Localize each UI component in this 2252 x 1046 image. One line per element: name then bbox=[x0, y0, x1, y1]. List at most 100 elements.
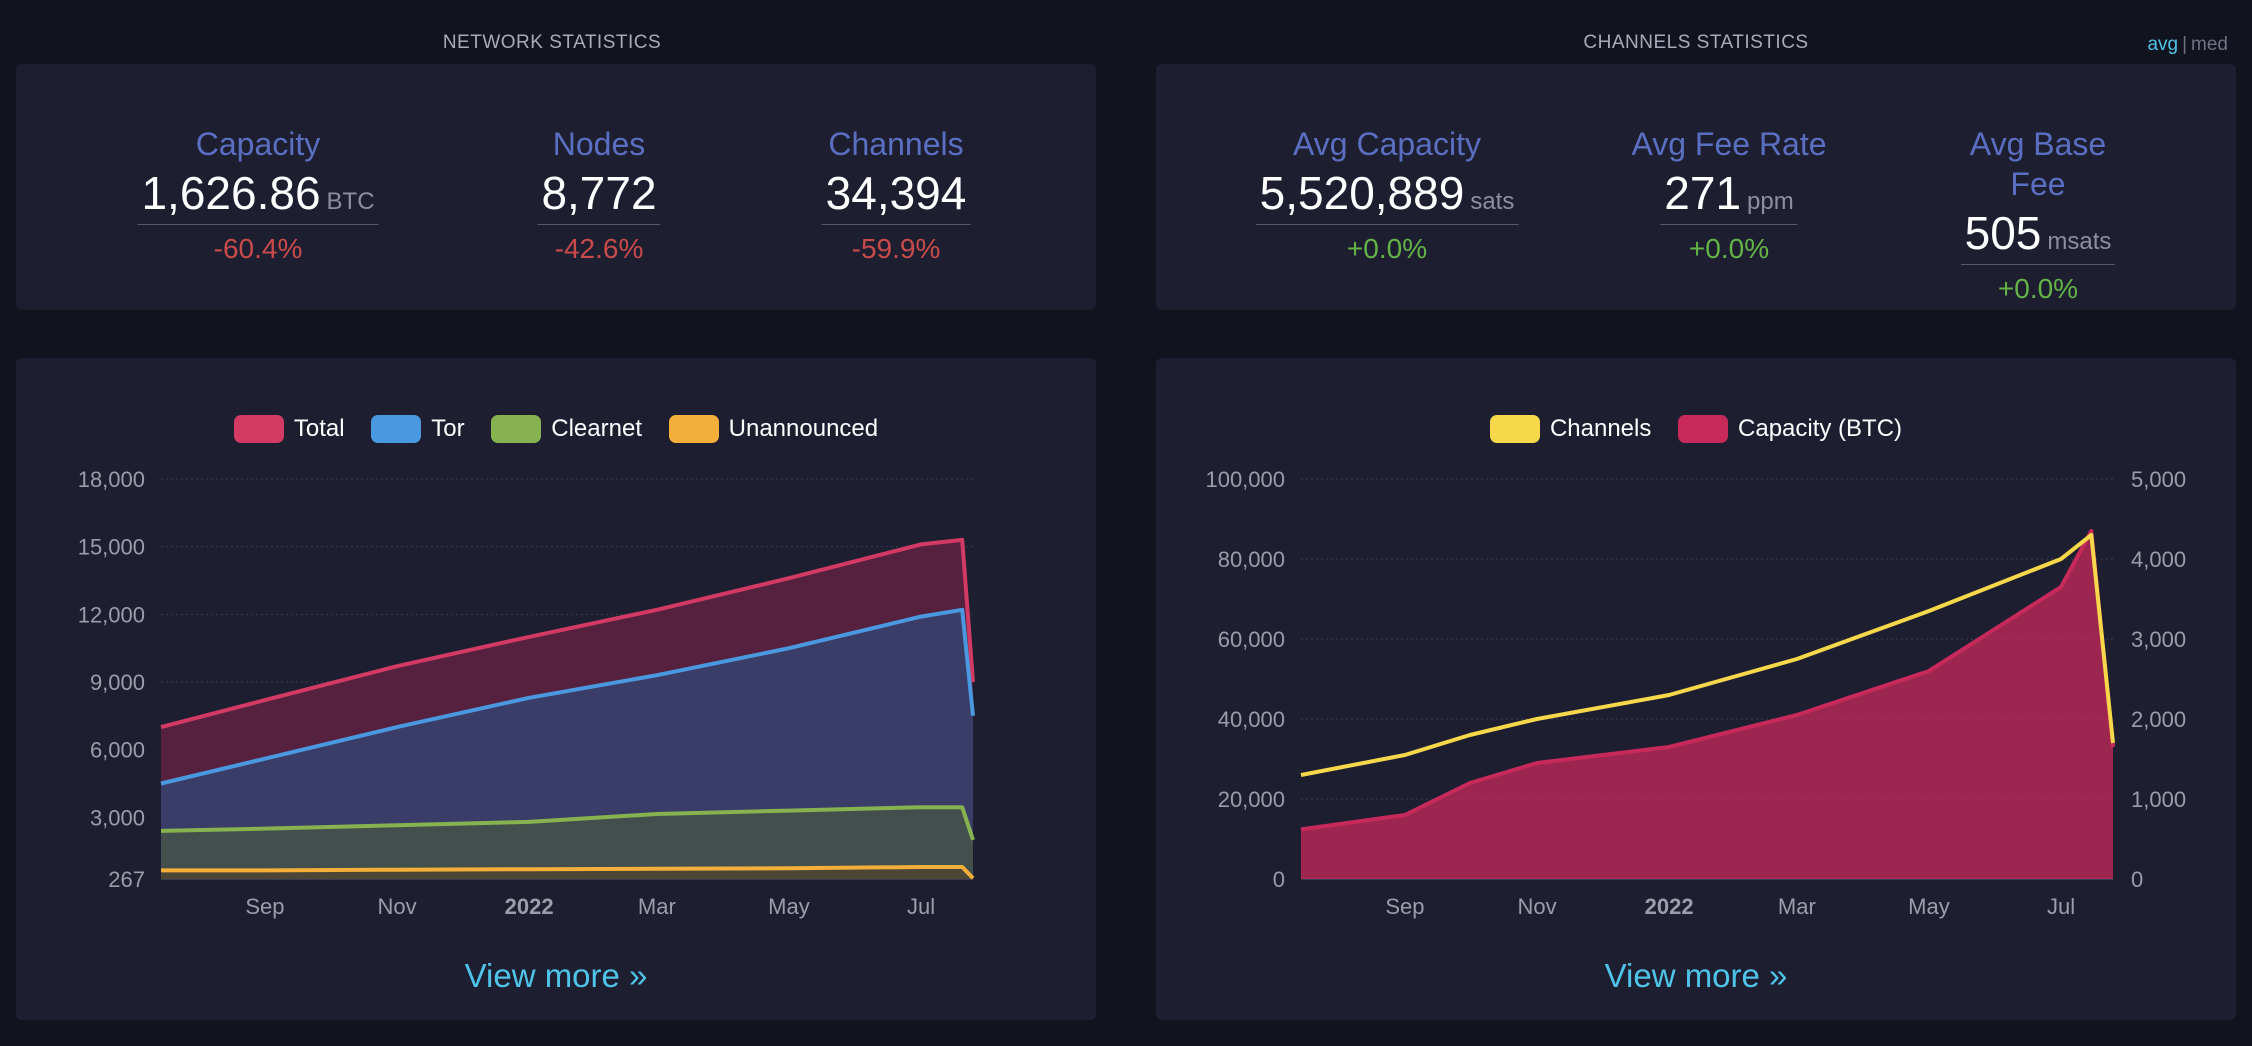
legend-total[interactable]: Total bbox=[233, 415, 345, 443]
y-tick-label: 9,000 bbox=[90, 670, 145, 695]
y-tick-label: 18,000 bbox=[78, 467, 145, 492]
series-line-capacity-btc- bbox=[1300, 529, 2115, 832]
series-line-unannounced bbox=[161, 865, 975, 880]
avg-base-fee-stat: Avg Base Fee 505 msats +0.0% bbox=[1939, 124, 2137, 305]
capacity-value: 1,626.86 bbox=[141, 167, 321, 219]
network-view-more-link[interactable]: View more » bbox=[464, 957, 648, 994]
y-tick-label: 100,000 bbox=[1205, 467, 1285, 492]
channels-view-more-link[interactable]: View more » bbox=[1604, 957, 1788, 994]
avg-base-fee-label: Avg Base Fee bbox=[1969, 126, 2107, 202]
legend-unannounced-swatch bbox=[668, 415, 719, 443]
avg-fee-rate-stat: Avg Fee Rate 271 ppm +0.0% bbox=[1631, 124, 1826, 265]
x-tick-label: Jul bbox=[2047, 894, 2075, 919]
x-tick-label: Sep bbox=[245, 894, 284, 919]
legend-capacity-label: Capacity (BTC) bbox=[1738, 415, 1903, 442]
nodes-value: 8,772 bbox=[541, 167, 657, 219]
avg-capacity-value-wrap: 5,520,889 sats bbox=[1255, 166, 1519, 225]
legend-tor-label: Tor bbox=[431, 415, 465, 442]
series-line-channels bbox=[1300, 533, 2115, 777]
legend-tor[interactable]: Tor bbox=[371, 415, 465, 443]
avg-fee-rate-unit: ppm bbox=[1747, 188, 1794, 215]
capacity-change: -60.4% bbox=[213, 233, 303, 264]
network-stats-card: Capacity 1,626.86 BTC -60.4% Nodes 8,772 … bbox=[16, 64, 1096, 310]
y-tick-label-right: 5,000 bbox=[2131, 467, 2186, 492]
y-tick-label: 12,000 bbox=[78, 602, 145, 627]
nodes-stat: Nodes 8,772 -42.6% bbox=[537, 124, 661, 265]
y-tick-label-right: 3,000 bbox=[2131, 627, 2186, 652]
channels-chart-legend: Channels Capacity (BTC) bbox=[1156, 415, 2236, 450]
avg-capacity-label: Avg Capacity bbox=[1293, 126, 1481, 162]
legend-channels[interactable]: Channels bbox=[1489, 415, 1652, 443]
channels-change: -59.9% bbox=[851, 233, 941, 264]
series-area-capacity-btc- bbox=[1301, 531, 2113, 879]
nodes-chart-card: Total Tor Clearnet Unannounced 267 3,000 6… bbox=[16, 358, 1096, 1020]
x-tick-label: Sep bbox=[1385, 894, 1424, 919]
x-tick-label: Nov bbox=[1517, 894, 1556, 919]
series-area-clearnet bbox=[161, 807, 973, 879]
avg-capacity-unit: sats bbox=[1470, 188, 1515, 215]
y-tick-label: 60,000 bbox=[1218, 627, 1285, 652]
x-tick-label: Nov bbox=[377, 894, 416, 919]
med-toggle[interactable]: med bbox=[2191, 34, 2228, 55]
legend-channels-swatch bbox=[1489, 415, 1540, 443]
avg-capacity-value: 5,520,889 bbox=[1259, 167, 1465, 219]
legend-channels-label: Channels bbox=[1549, 415, 1652, 442]
channels-value: 34,394 bbox=[825, 167, 967, 219]
y-tick-label: 6,000 bbox=[90, 738, 145, 763]
legend-total-swatch bbox=[233, 415, 284, 443]
y-tick-label-right: 2,000 bbox=[2131, 707, 2186, 732]
channels-value-wrap: 34,394 bbox=[821, 166, 971, 225]
capacity-value-wrap: 1,626.86 BTC bbox=[137, 166, 379, 225]
channels-stats-card: Avg Capacity 5,520,889 sats +0.0% Avg Fee… bbox=[1156, 64, 2236, 310]
channels-stat: Channels 34,394 -59.9% bbox=[821, 124, 971, 265]
legend-tor-swatch bbox=[371, 415, 422, 443]
nodes-chart-legend: Total Tor Clearnet Unannounced bbox=[16, 415, 1096, 450]
legend-clearnet-label: Clearnet bbox=[551, 415, 642, 442]
avg-base-fee-value-wrap: 505 msats bbox=[1960, 206, 2116, 265]
legend-unannounced[interactable]: Unannounced bbox=[668, 415, 879, 443]
x-tick-label: Jul bbox=[907, 894, 935, 919]
avg-med-toggle: avg | med bbox=[2147, 34, 2228, 56]
avg-fee-rate-value-wrap: 271 ppm bbox=[1660, 166, 1798, 225]
legend-clearnet-swatch bbox=[491, 415, 542, 443]
series-line-tor bbox=[160, 607, 975, 786]
nodes-value-wrap: 8,772 bbox=[537, 166, 661, 225]
avg-capacity-change: +0.0% bbox=[1346, 233, 1428, 264]
avg-fee-rate-change: +0.0% bbox=[1688, 233, 1770, 264]
x-tick-label: 2022 bbox=[1645, 894, 1694, 919]
x-tick-label: May bbox=[768, 894, 810, 919]
toggle-separator: | bbox=[2182, 34, 2188, 55]
capacity-label: Capacity bbox=[195, 126, 321, 162]
avg-fee-rate-value: 271 bbox=[1664, 167, 1742, 219]
y-tick-label: 20,000 bbox=[1218, 787, 1285, 812]
y-tick-label: 40,000 bbox=[1218, 707, 1285, 732]
network-statistics-title: NETWORK STATISTICS bbox=[442, 32, 662, 53]
legend-clearnet[interactable]: Clearnet bbox=[491, 415, 642, 443]
avg-fee-rate-label: Avg Fee Rate bbox=[1631, 126, 1827, 162]
x-tick-label: Mar bbox=[1778, 894, 1816, 919]
channels-statistics-title: CHANNELS STATISTICS bbox=[1583, 32, 1809, 53]
y-tick-label: 15,000 bbox=[78, 535, 145, 560]
nodes-chart[interactable]: 267 3,000 6,000 9,000 12,000 15,000 18,000 Sep N… bbox=[16, 358, 1096, 1020]
channels-label: Channels bbox=[828, 126, 964, 162]
x-tick-label: 2022 bbox=[505, 894, 554, 919]
channels-chart[interactable]: 0 20,000 40,000 60,000 80,000 100,000 0 1,000 2,… bbox=[1156, 358, 2236, 1020]
y-tick-label-right: 4,000 bbox=[2131, 547, 2186, 572]
series-line-clearnet bbox=[160, 805, 975, 841]
avg-base-fee-value: 505 bbox=[1964, 207, 2042, 259]
x-tick-label: May bbox=[1908, 894, 1950, 919]
avg-toggle[interactable]: avg bbox=[2147, 34, 2179, 55]
capacity-unit: BTC bbox=[326, 188, 375, 215]
capacity-stat: Capacity 1,626.86 BTC -60.4% bbox=[137, 124, 379, 265]
avg-base-fee-change: +0.0% bbox=[1997, 273, 2079, 304]
avg-capacity-stat: Avg Capacity 5,520,889 sats +0.0% bbox=[1255, 124, 1519, 265]
x-tick-label: Mar bbox=[638, 894, 676, 919]
y-tick-label: 0 bbox=[1273, 867, 1285, 892]
legend-capacity-swatch bbox=[1678, 415, 1729, 443]
avg-base-fee-unit: msats bbox=[2047, 228, 2112, 255]
nodes-label: Nodes bbox=[552, 126, 646, 162]
legend-capacity[interactable]: Capacity (BTC) bbox=[1678, 415, 1902, 443]
legend-unannounced-label: Unannounced bbox=[728, 415, 879, 442]
y-tick-label-right: 1,000 bbox=[2131, 787, 2186, 812]
legend-total-label: Total bbox=[293, 415, 345, 442]
